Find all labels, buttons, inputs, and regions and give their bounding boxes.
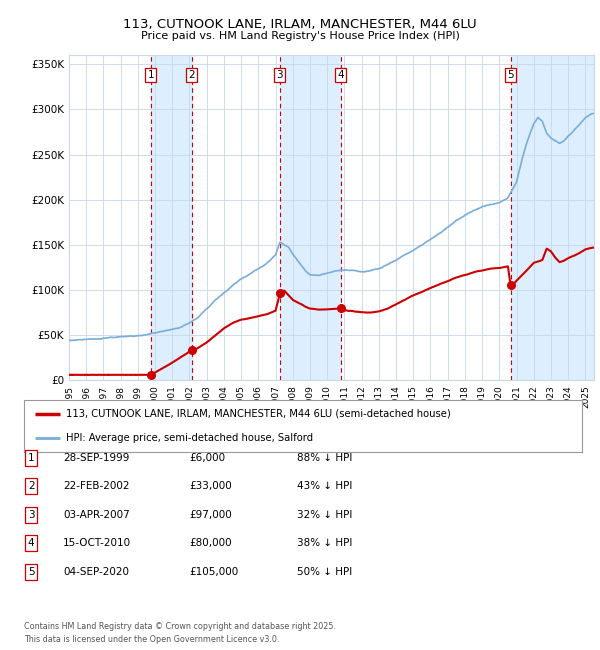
Text: £33,000: £33,000	[189, 481, 232, 491]
Text: 43% ↓ HPI: 43% ↓ HPI	[297, 481, 352, 491]
Text: 3: 3	[277, 70, 283, 80]
Text: 5: 5	[508, 70, 514, 80]
Text: 04-SEP-2020: 04-SEP-2020	[63, 567, 129, 577]
Text: 4: 4	[337, 70, 344, 80]
Text: 5: 5	[28, 567, 35, 577]
Text: £80,000: £80,000	[189, 538, 232, 549]
Bar	[280, 55, 341, 380]
Text: £97,000: £97,000	[189, 510, 232, 520]
Text: 1: 1	[28, 452, 35, 463]
Text: 32% ↓ HPI: 32% ↓ HPI	[297, 510, 352, 520]
Text: 3: 3	[28, 510, 35, 520]
Text: 15-OCT-2010: 15-OCT-2010	[63, 538, 131, 549]
Text: Contains HM Land Registry data © Crown copyright and database right 2025.
This d: Contains HM Land Registry data © Crown c…	[24, 622, 336, 644]
Text: HPI: Average price, semi-detached house, Salford: HPI: Average price, semi-detached house,…	[66, 433, 313, 443]
Text: 1: 1	[148, 70, 154, 80]
Bar	[151, 55, 192, 380]
Text: £105,000: £105,000	[189, 567, 238, 577]
Text: 03-APR-2007: 03-APR-2007	[63, 510, 130, 520]
Text: 50% ↓ HPI: 50% ↓ HPI	[297, 567, 352, 577]
Text: Price paid vs. HM Land Registry's House Price Index (HPI): Price paid vs. HM Land Registry's House …	[140, 31, 460, 41]
Text: 38% ↓ HPI: 38% ↓ HPI	[297, 538, 352, 549]
Text: 2: 2	[28, 481, 35, 491]
Text: 22-FEB-2002: 22-FEB-2002	[63, 481, 130, 491]
Text: 113, CUTNOOK LANE, IRLAM, MANCHESTER, M44 6LU (semi-detached house): 113, CUTNOOK LANE, IRLAM, MANCHESTER, M4…	[66, 409, 451, 419]
Text: 28-SEP-1999: 28-SEP-1999	[63, 452, 130, 463]
Text: 2: 2	[188, 70, 195, 80]
Bar	[511, 55, 594, 380]
Text: 88% ↓ HPI: 88% ↓ HPI	[297, 452, 352, 463]
Text: 4: 4	[28, 538, 35, 549]
Text: 113, CUTNOOK LANE, IRLAM, MANCHESTER, M44 6LU: 113, CUTNOOK LANE, IRLAM, MANCHESTER, M4…	[123, 18, 477, 31]
Text: £6,000: £6,000	[189, 452, 225, 463]
